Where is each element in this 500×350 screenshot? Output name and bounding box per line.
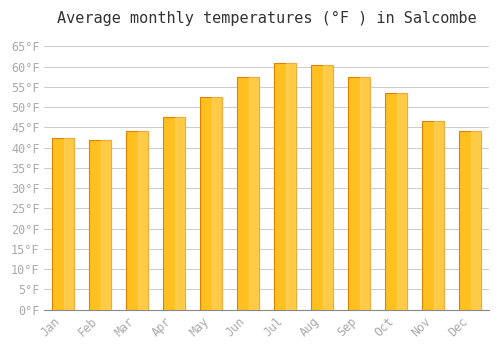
Bar	[64, 138, 74, 310]
Bar	[348, 77, 370, 310]
Bar	[472, 132, 482, 310]
Bar	[460, 132, 481, 310]
Bar	[52, 138, 74, 310]
Bar	[422, 121, 444, 310]
Title: Average monthly temperatures (°F ) in Salcombe: Average monthly temperatures (°F ) in Sa…	[57, 11, 476, 26]
Bar	[200, 97, 222, 310]
Bar	[434, 121, 444, 310]
Bar	[398, 93, 407, 310]
Bar	[89, 140, 111, 310]
Bar	[237, 77, 260, 310]
Bar	[324, 65, 334, 310]
Bar	[360, 77, 370, 310]
Bar	[163, 117, 185, 310]
Bar	[138, 132, 148, 310]
Bar	[250, 77, 260, 310]
Bar	[385, 93, 407, 310]
Bar	[126, 132, 148, 310]
Bar	[286, 63, 296, 310]
Bar	[311, 65, 334, 310]
Bar	[274, 63, 296, 310]
Bar	[175, 117, 185, 310]
Bar	[212, 97, 222, 310]
Bar	[101, 140, 111, 310]
